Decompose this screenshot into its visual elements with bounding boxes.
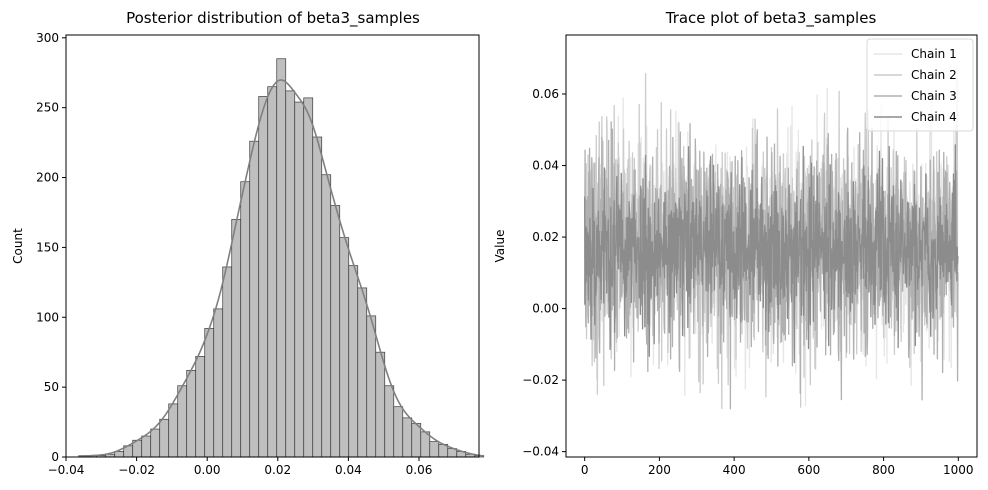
- histogram-y-tick-label: 0: [51, 450, 59, 464]
- kde-line: [78, 79, 484, 458]
- trace-x-tick-label: 400: [723, 463, 746, 477]
- histogram-bar: [231, 219, 242, 458]
- trace-x-tick-label: 200: [648, 463, 671, 477]
- histogram-x-ticks: −0.04 −0.02 0.00 0.02 0.04 0.06: [48, 457, 433, 477]
- histogram-title: Posterior distribution of beta3_samples: [126, 9, 420, 28]
- histogram-x-tick-label: 0.02: [264, 463, 291, 477]
- histogram-y-tick-label: 200: [36, 171, 59, 185]
- histogram-bar: [267, 86, 278, 458]
- histogram-bar: [213, 308, 224, 458]
- trace-y-tick-label: 0.02: [532, 230, 559, 244]
- trace-y-tick-label: −0.04: [522, 445, 559, 459]
- histogram-bars: [78, 58, 485, 458]
- histogram-kde-curve: [78, 79, 484, 458]
- trace-x-ticks: 0 200 400 600 800 1000: [581, 457, 974, 477]
- trace-y-tick-label: 0.00: [532, 302, 559, 316]
- histogram-bar: [393, 406, 404, 458]
- trace-y-ticks: −0.04 −0.02 0.00 0.02 0.04 0.06: [522, 87, 566, 459]
- histogram-bar: [339, 237, 350, 458]
- histogram-bar: [303, 97, 314, 458]
- histogram-bar: [276, 58, 287, 458]
- histogram-bar: [411, 423, 422, 458]
- histogram-x-tick-label: 0.04: [335, 463, 362, 477]
- histogram-bar: [357, 287, 368, 458]
- trace-y-tick-label: 0.04: [532, 159, 559, 173]
- trace-x-tick-label: 600: [797, 463, 820, 477]
- histogram-bar: [249, 140, 260, 458]
- histogram-bar: [429, 441, 440, 458]
- histogram-x-tick-label: −0.04: [48, 463, 85, 477]
- histogram-bar: [195, 356, 206, 458]
- legend-label-chain-3: Chain 3: [911, 89, 957, 103]
- histogram-y-ticks: 0 50 100 150 200 250 300: [36, 31, 66, 464]
- histogram-bar: [312, 136, 323, 458]
- histogram-bar: [258, 96, 269, 458]
- histogram-bar: [222, 266, 233, 458]
- trace-x-tick-label: 0: [581, 463, 589, 477]
- histogram-bar: [330, 205, 341, 458]
- histogram-y-tick-label: 100: [36, 310, 59, 324]
- histogram-bar: [159, 418, 170, 458]
- trace-y-tick-label: 0.06: [532, 87, 559, 101]
- trace-y-tick-label: −0.02: [522, 373, 559, 387]
- trace-ylabel: Value: [493, 230, 507, 263]
- trace-axes-frame: [565, 34, 978, 458]
- histogram-panel: Posterior distribution of beta3_samples …: [11, 9, 485, 477]
- histogram-axes-frame: [65, 34, 480, 458]
- legend-label-chain-4: Chain 4: [911, 110, 957, 124]
- trace-line-chain-4: [584, 144, 959, 364]
- trace-x-tick-label: 800: [872, 463, 895, 477]
- trace-panel: Trace plot of beta3_samples Value 0 200 40…: [493, 9, 978, 477]
- histogram-y-tick-label: 300: [36, 31, 59, 45]
- histogram-bar: [402, 417, 413, 458]
- histogram-y-tick-label: 150: [36, 240, 59, 254]
- histogram-bar: [366, 315, 377, 458]
- histogram-bar: [285, 90, 296, 458]
- histogram-bar: [240, 181, 251, 458]
- histogram-bar: [375, 351, 386, 458]
- legend-label-chain-1: Chain 1: [911, 47, 957, 61]
- histogram-bar: [150, 428, 161, 458]
- histogram-bar: [186, 370, 197, 458]
- trace-lines: [584, 67, 959, 410]
- histogram-bar: [168, 403, 179, 458]
- histogram-x-tick-label: −0.02: [118, 463, 155, 477]
- histogram-bar: [294, 101, 305, 458]
- histogram-bar: [141, 435, 152, 458]
- histogram-x-tick-label: 0.00: [194, 463, 221, 477]
- trace-legend: Chain 1 Chain 2 Chain 3 Chain 4: [866, 38, 974, 132]
- legend-label-chain-2: Chain 2: [911, 68, 957, 82]
- histogram-bar: [204, 328, 215, 458]
- histogram-bar: [384, 385, 395, 458]
- histogram-y-tick-label: 50: [44, 380, 59, 394]
- histogram-bar: [177, 385, 188, 458]
- histogram-ylabel: Count: [11, 228, 25, 264]
- trace-title: Trace plot of beta3_samples: [665, 9, 877, 28]
- histogram-x-tick-label: 0.06: [406, 463, 433, 477]
- legend-box: [866, 38, 974, 132]
- trace-x-tick-label: 1000: [943, 463, 974, 477]
- histogram-y-tick-label: 250: [36, 101, 59, 115]
- histogram-bar: [321, 174, 332, 458]
- histogram-bar: [348, 265, 359, 458]
